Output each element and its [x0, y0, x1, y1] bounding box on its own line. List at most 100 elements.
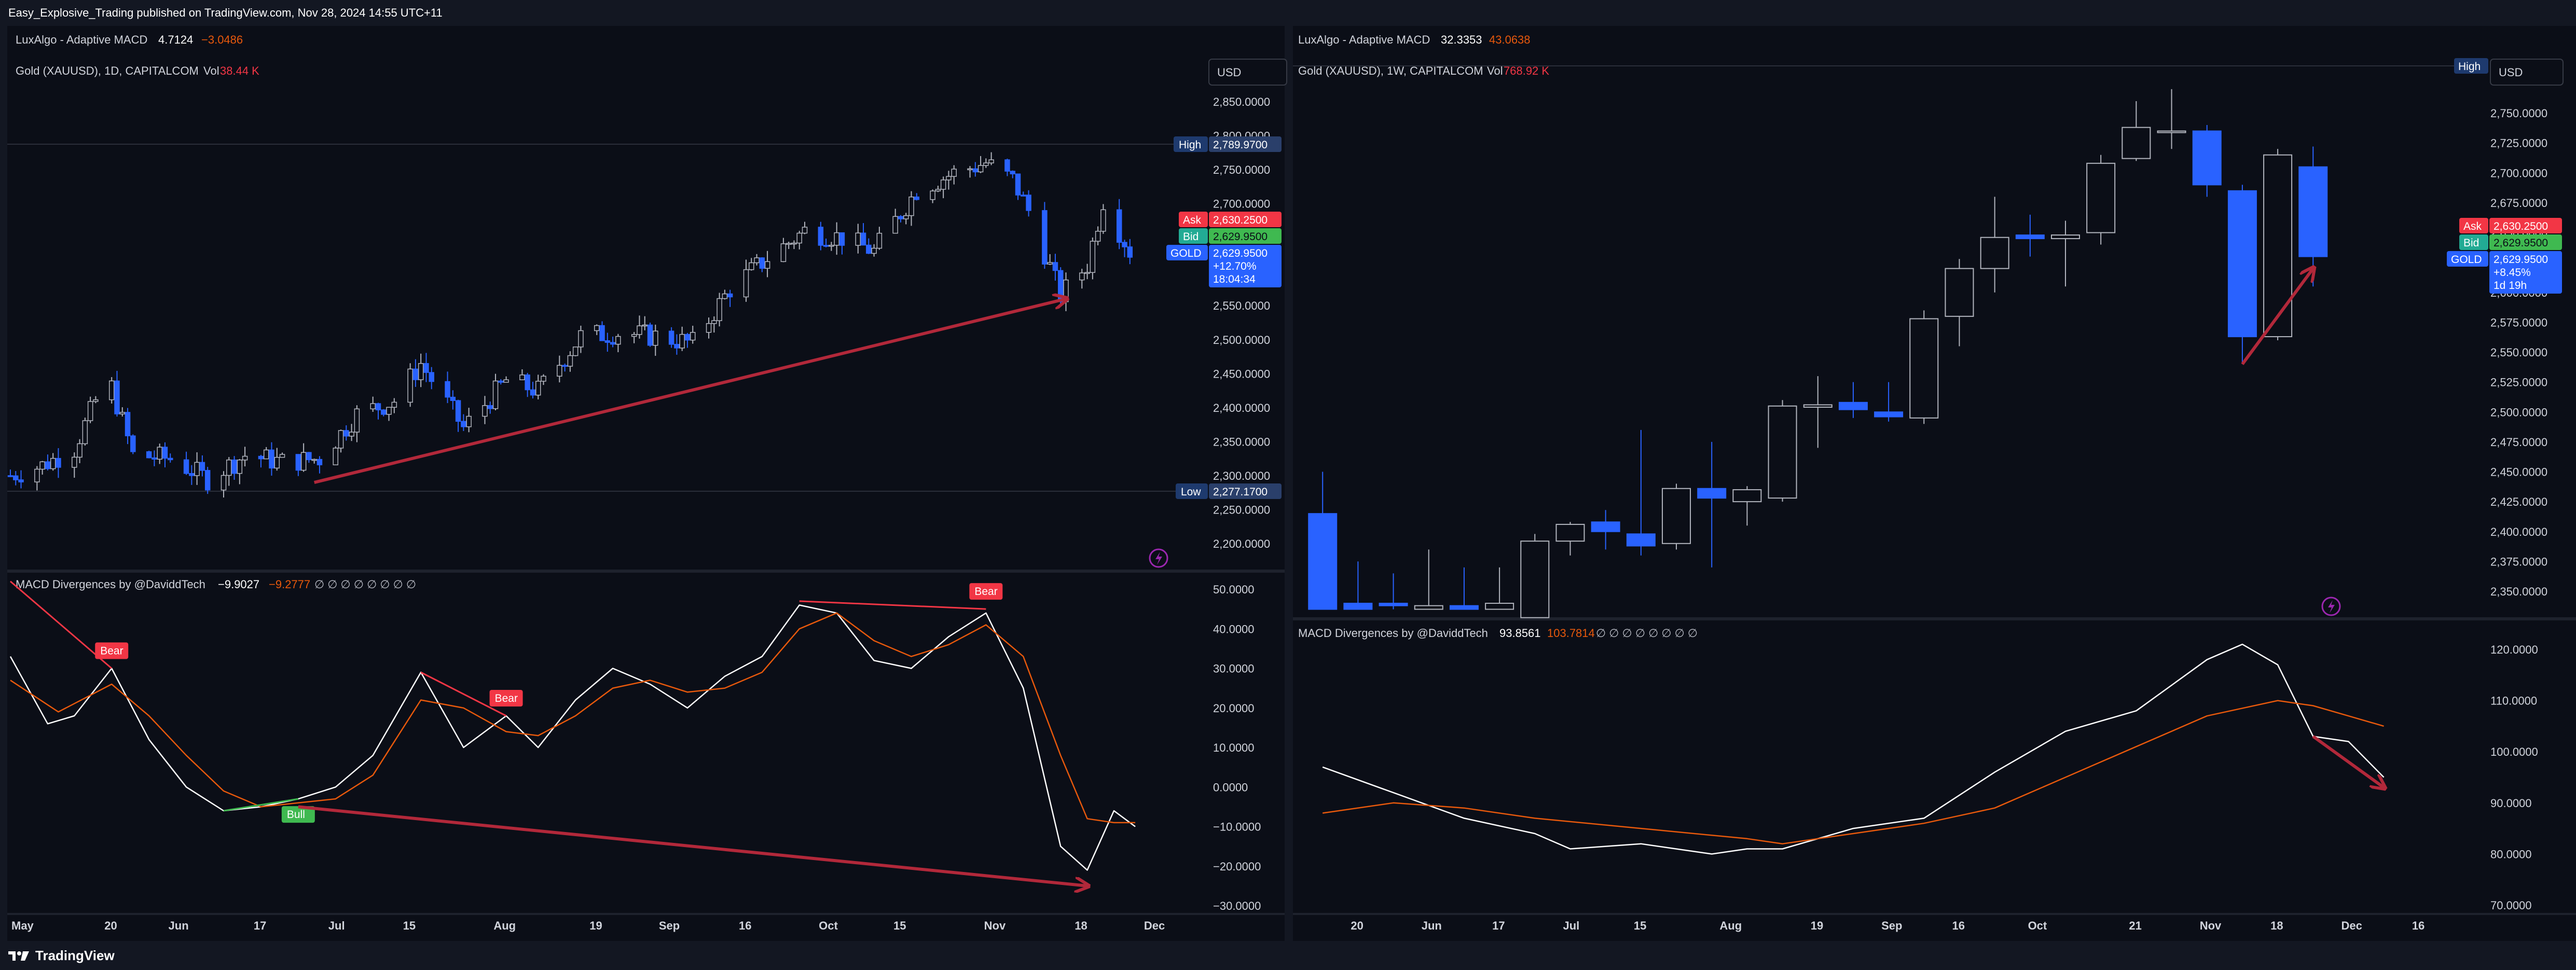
left-candle-body [610, 342, 616, 345]
left-candle-body [930, 190, 935, 200]
left-candle-body [7, 475, 13, 477]
right-indicator-v1: 32.3353 [1441, 33, 1482, 46]
left-gold-tag: GOLD 2,629.9500 +12.70% 18:04:34 [1166, 245, 1282, 287]
left-candle-body [562, 365, 568, 367]
left-currency-button[interactable]: USD [1208, 59, 1287, 86]
left-candle-body [637, 325, 642, 335]
right-candle-body [1768, 405, 1797, 499]
left-candle-body [381, 409, 387, 415]
left-bull-divergence-line [223, 798, 299, 812]
left-bear-divergence-line [420, 671, 507, 717]
right-time-tick: Jul [1563, 919, 1579, 932]
left-candle-body [642, 324, 648, 327]
right-gold-tag: GOLD 2,629.9500 +8.45% 1d 19h [2447, 251, 2562, 294]
left-candle-body [263, 449, 269, 460]
left-candle-body [151, 457, 157, 460]
left-macd-tick: 50.0000 [1213, 583, 1255, 596]
left-macd-tick: −20.0000 [1213, 860, 1261, 873]
left-candle-body [711, 320, 717, 324]
left-candle-body [871, 247, 877, 254]
left-candle-body [189, 473, 195, 476]
left-macd-pane: Bear Bear Bear Bull [9, 580, 1136, 886]
left-bear-label-bg [489, 690, 523, 706]
left-candle-body [354, 408, 360, 433]
left-candle-body [668, 330, 674, 345]
right-candle-body [1803, 404, 1833, 408]
left-candle-body [183, 459, 189, 474]
left-candle-body [375, 403, 381, 410]
right-price-tick: 2,375.0000 [2490, 555, 2547, 568]
right-time-tick: Oct [2028, 919, 2047, 932]
left-candle-body [690, 331, 696, 341]
right-candle-body [1308, 513, 1338, 610]
left-price-tick: 2,400.0000 [1213, 401, 1270, 414]
right-macd-pane [1322, 643, 2384, 855]
left-candle-body [130, 435, 136, 452]
left-macd-nulls: ∅ ∅ ∅ ∅ ∅ ∅ ∅ ∅ [314, 578, 416, 591]
left-bear-label: Bear [974, 586, 997, 598]
left-candle-body [914, 196, 920, 200]
right-candle-body [2122, 127, 2151, 159]
left-candle-body [1042, 210, 1048, 265]
left-candle-body [258, 455, 264, 460]
right-price-tick: 2,575.0000 [2490, 316, 2547, 329]
right-candle-body [1732, 489, 1762, 503]
tradingview-footer: TradingView [0, 941, 2576, 970]
right-ask-tag: Ask 2,630.2500 [2459, 218, 2562, 233]
left-time-tick: Oct [819, 919, 838, 932]
right-candle-body [2051, 234, 2081, 240]
left-gold-value: 2,629.9500 [1213, 247, 1268, 259]
right-price-tick: 2,500.0000 [2490, 406, 2547, 419]
left-macd-tick: 0.0000 [1213, 781, 1248, 794]
right-candle-body [2192, 130, 2222, 186]
left-gold-change: +12.70% [1213, 260, 1257, 272]
left-candle-body [199, 462, 205, 471]
left-candle-body [429, 372, 434, 382]
right-lightning-icon[interactable] [2321, 597, 2341, 616]
right-indicator-title: LuxAlgo - Adaptive MACD [1298, 33, 1430, 46]
left-time-tick: Jun [169, 919, 189, 932]
left-candle-body [615, 336, 621, 345]
left-panel-bg [7, 26, 1285, 941]
right-macd-trend-arrow [2312, 735, 2384, 788]
right-gold-timer: 1d 19h [2494, 280, 2527, 292]
left-candle-body [13, 475, 19, 480]
right-macd-v1: 93.8561 [1499, 627, 1541, 640]
left-candle-body [498, 380, 504, 383]
left-macd-tick: 10.0000 [1213, 741, 1255, 754]
right-candle-body [1945, 268, 1974, 317]
left-candle-body [679, 334, 685, 349]
left-candle-body [631, 334, 637, 337]
left-candle-body [333, 448, 339, 465]
left-candle-body [749, 262, 754, 270]
left-candle-body [876, 232, 883, 249]
left-bull-label-bg [281, 806, 315, 823]
left-candle-body [754, 257, 760, 264]
left-price-tick: 2,700.0000 [1213, 198, 1270, 211]
left-candle-body [818, 227, 824, 246]
panel-divider [1285, 26, 1293, 941]
right-candle-body [2157, 130, 2186, 133]
left-candle-body [951, 169, 957, 177]
right-candle-body [1520, 541, 1550, 618]
left-bid-tag: Bid 2,629.9500 [1179, 228, 1282, 244]
left-edge [0, 26, 7, 941]
left-symbol-legend: Gold (XAUUSD), 1D, CAPITALCOM Vol 38.44 … [16, 64, 259, 77]
right-time-tick: 18 [2270, 919, 2283, 932]
left-candle-body [125, 412, 131, 436]
right-macd-tick: 70.0000 [2490, 899, 2532, 912]
left-candle-body [269, 449, 274, 469]
left-lightning-icon[interactable] [1149, 548, 1168, 568]
left-candle-body [237, 460, 243, 474]
left-bear-label: Bear [100, 645, 123, 657]
left-candle-body [311, 459, 317, 461]
right-currency-button[interactable]: USD [2490, 59, 2564, 86]
left-candle-body [39, 461, 45, 470]
right-price-tick: 2,700.0000 [2490, 167, 2547, 179]
left-time-tick: 20 [104, 919, 117, 932]
tradingview-brand: TradingView [35, 947, 115, 963]
right-indicator-legend: LuxAlgo - Adaptive MACD 32.3353 43.0638 [1298, 33, 1531, 46]
right-macd-tick: 110.0000 [2490, 695, 2537, 708]
left-currency-label: USD [1217, 66, 1241, 79]
left-candle-body [1090, 241, 1096, 273]
